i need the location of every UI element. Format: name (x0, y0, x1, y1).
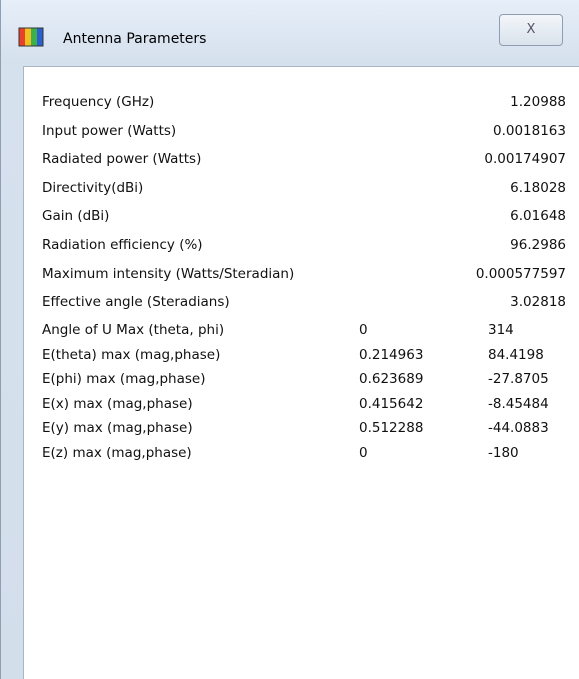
param-label: E(phi) max (mag,phase) (42, 371, 206, 388)
param-value: -180 (488, 445, 519, 461)
param-value: -44.0883 (488, 420, 549, 437)
param-value: 314 (488, 322, 514, 338)
param-value: 96.2986 (510, 237, 566, 253)
param-value: 1.20988 (510, 94, 566, 110)
app-icon (18, 27, 44, 47)
close-button[interactable]: X (499, 14, 563, 46)
window-title: Antenna Parameters (63, 31, 207, 47)
param-value: -8.45484 (488, 395, 549, 412)
param-label: Effective angle (Steradians) (42, 294, 230, 311)
param-label: E(y) max (mag,phase) (42, 420, 193, 437)
param-label: Maximum intensity (Watts/Steradian) (42, 265, 295, 282)
param-value: -27.8705 (488, 371, 549, 388)
param-value: 0.415642 (359, 395, 424, 412)
param-value: 84.4198 (488, 346, 544, 363)
param-value: 0.214963 (359, 346, 424, 363)
param-value: 0.00174907 (484, 151, 566, 168)
parameters-panel: Frequency (GHz) 1.20988 Input power (Watts… (23, 66, 579, 679)
param-value: 6.01648 (510, 208, 566, 225)
param-label: E(theta) max (mag,phase) (42, 346, 221, 363)
param-label: Radiation efficiency (%) (42, 237, 203, 253)
param-label: E(z) max (mag,phase) (42, 445, 192, 461)
param-value: 0 (359, 322, 368, 338)
param-label: Directivity(dBi) (42, 179, 144, 196)
param-value: 0.512288 (359, 420, 424, 437)
param-label: Angle of U Max (theta, phi) (42, 322, 225, 338)
param-label: E(x) max (mag,phase) (42, 395, 193, 412)
param-label: Frequency (GHz) (42, 94, 155, 110)
param-value: 3.02818 (510, 294, 566, 311)
param-label: Gain (dBi) (42, 208, 110, 225)
param-value: 0.000577597 (475, 265, 566, 282)
param-value: 0.0018163 (492, 122, 566, 139)
param-label: Radiated power (Watts) (42, 151, 202, 168)
param-label: Input power (Watts) (42, 122, 177, 139)
param-value: 0 (359, 445, 368, 461)
param-value: 6.18028 (510, 179, 566, 196)
param-value: 0.623689 (359, 371, 424, 388)
